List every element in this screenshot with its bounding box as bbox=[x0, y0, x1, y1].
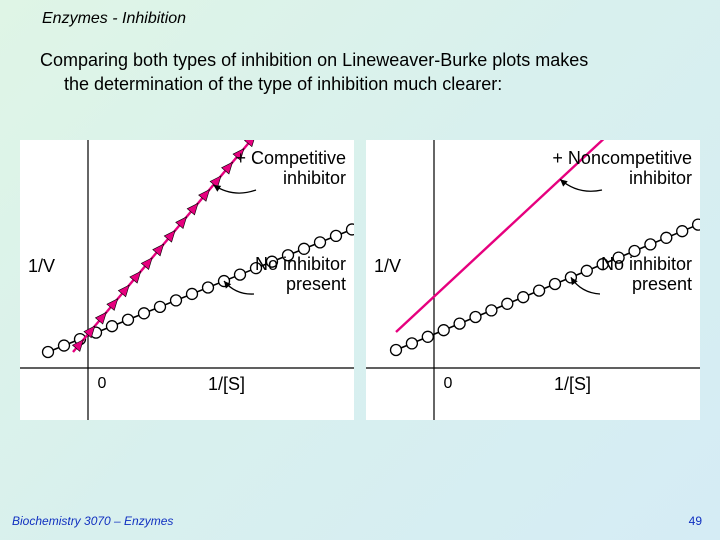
svg-text:+ Noncompetitive: + Noncompetitive bbox=[552, 148, 692, 168]
body-line-2: the determination of the type of inhibit… bbox=[40, 72, 680, 96]
slide-body: Comparing both types of inhibition on Li… bbox=[40, 48, 680, 97]
svg-text:No inhibitor: No inhibitor bbox=[601, 254, 692, 274]
slide-title: Enzymes - Inhibition bbox=[42, 10, 186, 28]
plot-competitive: 0 1/[S] 1/V + Competitiveinhibitor No inhibi… bbox=[20, 140, 354, 420]
svg-text:No inhibitor: No inhibitor bbox=[255, 254, 346, 274]
plot-noncompetitive: 0 1/[S] 1/V + Noncompetitiveinhibitor No inh… bbox=[366, 140, 700, 420]
svg-text:inhibitor: inhibitor bbox=[283, 168, 346, 188]
svg-text:+ Competitive: + Competitive bbox=[235, 148, 346, 168]
plot-competitive-svg: 0 1/[S] 1/V + Competitiveinhibitor No inhibi… bbox=[20, 140, 354, 420]
svg-text:present: present bbox=[286, 274, 346, 294]
svg-text:1/[S]: 1/[S] bbox=[208, 374, 245, 394]
svg-text:0: 0 bbox=[444, 375, 453, 392]
plot-row: 01/[S]1/V+ CompetitiveinhibitorNo inhibi… bbox=[20, 140, 700, 420]
svg-text:1/V: 1/V bbox=[28, 256, 55, 276]
footer-text: Biochemistry 3070 – Enzymes bbox=[12, 514, 173, 528]
svg-text:inhibitor: inhibitor bbox=[629, 168, 692, 188]
svg-text:1/V: 1/V bbox=[374, 256, 401, 276]
slide: Enzymes - Inhibition Comparing both type… bbox=[0, 0, 720, 540]
svg-text:1/[S]: 1/[S] bbox=[554, 374, 591, 394]
svg-text:0: 0 bbox=[98, 375, 107, 392]
svg-text:present: present bbox=[632, 274, 692, 294]
page-number: 49 bbox=[689, 514, 702, 528]
body-line-1: Comparing both types of inhibition on Li… bbox=[40, 50, 588, 70]
plot-noncompetitive-svg: 0 1/[S] 1/V + Noncompetitiveinhibitor No inh… bbox=[366, 140, 700, 420]
